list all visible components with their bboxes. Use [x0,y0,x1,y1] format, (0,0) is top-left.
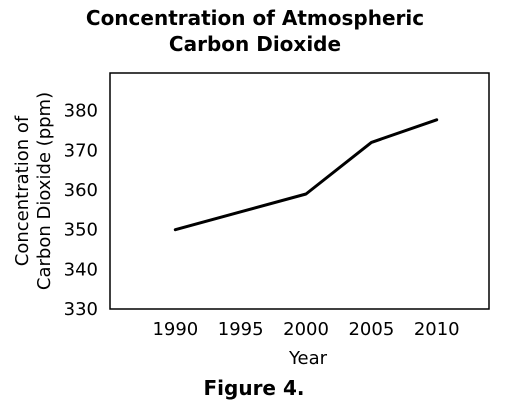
x-tick-label: 2005 [348,319,394,340]
plot-area-frame [109,72,490,310]
figure-caption: Figure 4. [204,376,305,400]
y-tick-label: 370 [64,140,98,161]
y-tick-label: 360 [64,180,98,201]
y-axis-label-line-1: Concentration of [12,115,33,266]
x-axis-label: Year [288,348,328,369]
x-tick-label: 1990 [152,319,198,340]
y-axis-label-line-2: Carbon Dioxide (ppm) [34,92,55,290]
y-tick-label: 350 [64,220,98,241]
series-layer [173,118,439,232]
x-axis-ticks: 1990 1995 2000 2005 2010 [152,319,459,340]
x-tick-label: 1995 [218,319,264,340]
series-line [173,118,439,232]
x-tick-label: 2010 [414,319,460,340]
y-tick-label: 340 [64,259,98,280]
chart-title-line-1: Concentration of Atmospheric [86,6,424,30]
y-axis-ticks: 330 340 350 360 370 380 [64,101,98,320]
y-tick-label: 380 [64,101,98,122]
y-tick-label: 330 [64,299,98,320]
chart-title-line-2: Carbon Dioxide [169,32,341,56]
x-tick-label: 2000 [283,319,329,340]
